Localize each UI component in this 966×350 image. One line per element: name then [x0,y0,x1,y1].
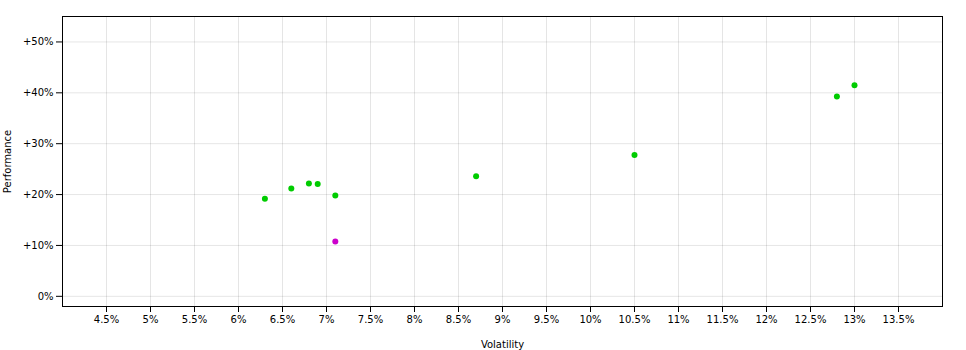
svg-text:7%: 7% [319,314,335,325]
svg-text:12.5%: 12.5% [795,314,827,325]
svg-text:5.5%: 5.5% [182,314,207,325]
svg-text:6.5%: 6.5% [270,314,295,325]
svg-text:12%: 12% [755,314,777,325]
svg-text:+50%: +50% [23,36,54,47]
svg-text:Volatility: Volatility [481,339,524,350]
svg-text:8.5%: 8.5% [446,314,471,325]
svg-text:9.5%: 9.5% [534,314,559,325]
svg-text:Performance: Performance [2,130,13,193]
svg-text:6%: 6% [231,314,247,325]
svg-text:4.5%: 4.5% [94,314,119,325]
svg-text:13.5%: 13.5% [883,314,915,325]
svg-text:0%: 0% [38,291,54,302]
svg-text:10.5%: 10.5% [619,314,651,325]
svg-text:13%: 13% [843,314,865,325]
svg-text:+40%: +40% [23,87,54,98]
svg-text:11.5%: 11.5% [707,314,739,325]
svg-text:+10%: +10% [23,240,54,251]
svg-text:+20%: +20% [23,189,54,200]
svg-text:8%: 8% [407,314,423,325]
svg-text:10%: 10% [579,314,601,325]
svg-text:9%: 9% [495,314,511,325]
svg-text:7.5%: 7.5% [358,314,383,325]
svg-text:+30%: +30% [23,138,54,149]
svg-text:5%: 5% [143,314,159,325]
svg-text:11%: 11% [667,314,689,325]
